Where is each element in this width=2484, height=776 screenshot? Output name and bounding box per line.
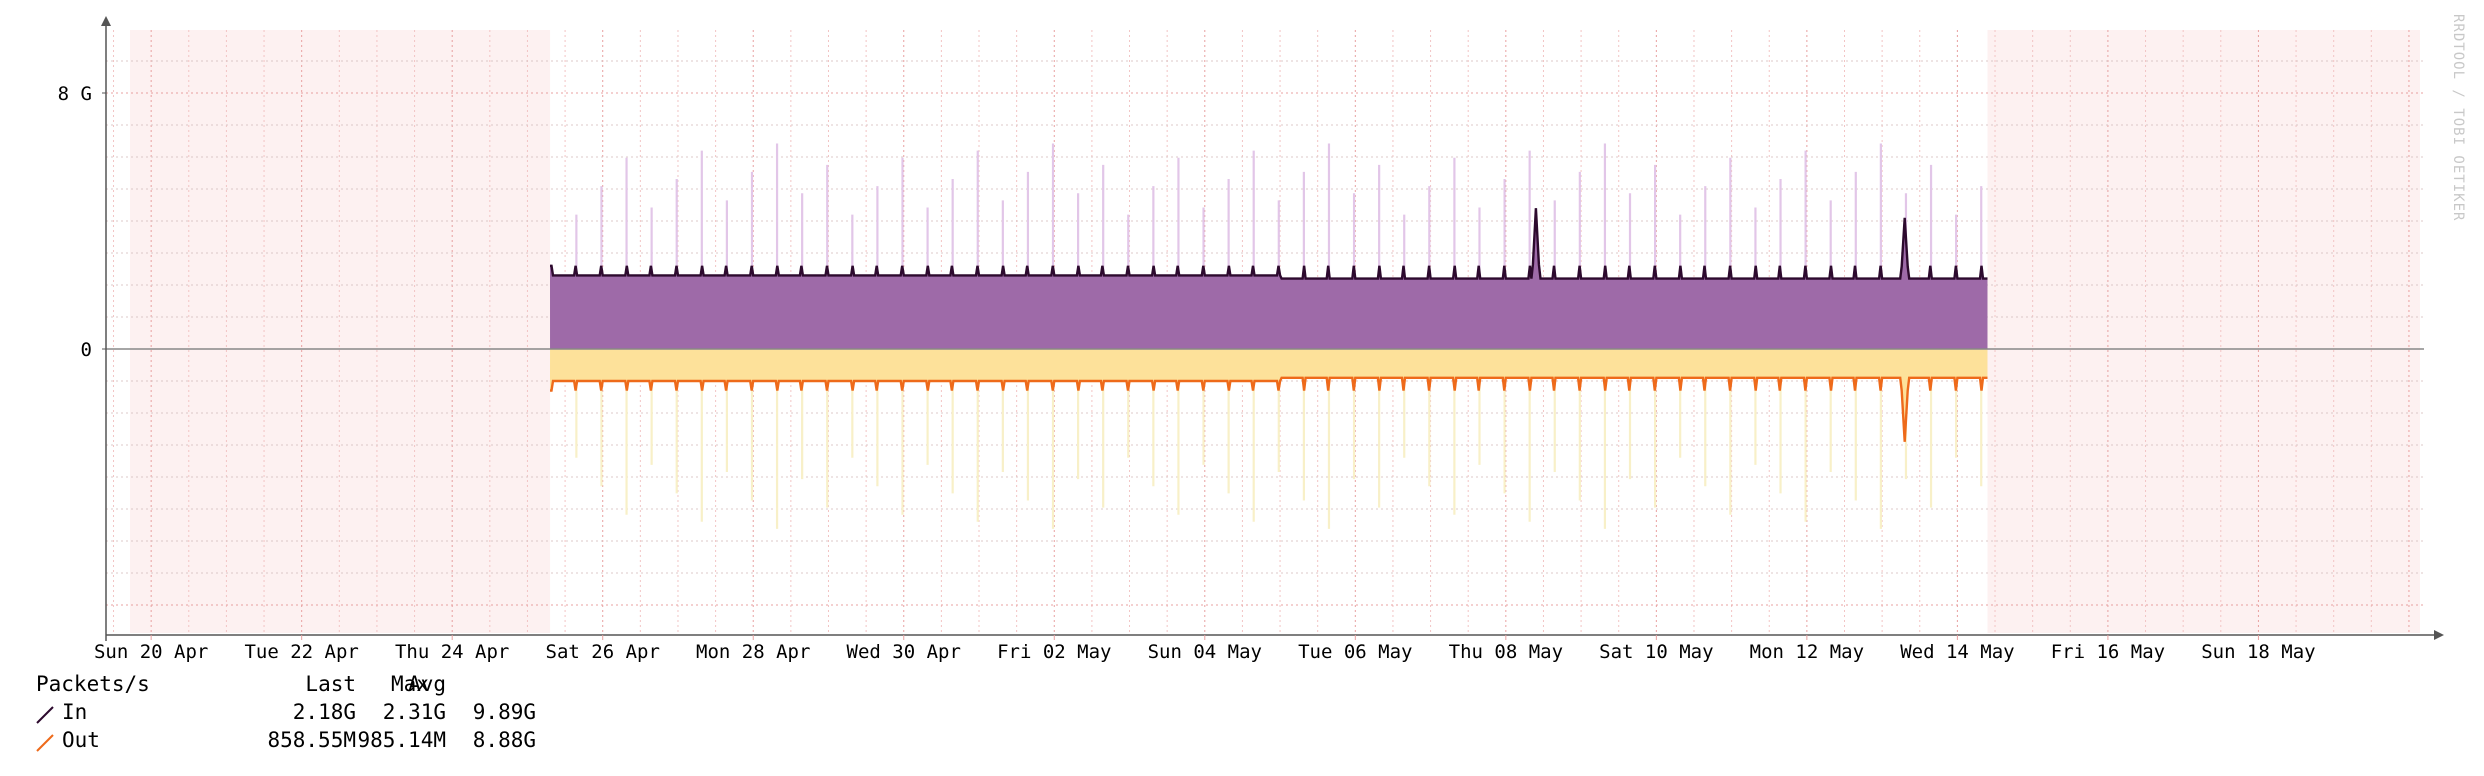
legend-row-in: In 2.18G 2.31G 9.89G <box>36 700 676 728</box>
legend-row-out: Out 858.55M 985.14M 8.88G <box>36 728 676 756</box>
area-in <box>550 208 1988 349</box>
nodata-zone-left <box>130 30 551 633</box>
line-out <box>550 376 1988 442</box>
legend-in-last: 2.18G <box>292 700 356 724</box>
series-out <box>550 349 1988 529</box>
rrdtool-watermark: RRDTOOL / TOBI OETIKER <box>2450 14 2466 222</box>
legend-out-max: 8.88G <box>472 728 536 752</box>
x-tick-label: Thu 08 May <box>1449 641 1563 663</box>
legend-header-avg: Avg <box>408 672 446 696</box>
legend-in-avg: 2.31G <box>382 700 446 724</box>
x-tick-label: Tue 06 May <box>1298 641 1412 663</box>
y-tick-label: 0 <box>81 339 92 361</box>
x-tick-label: Sun 04 May <box>1148 641 1262 663</box>
x-tick-label: Sun 20 Apr <box>94 641 208 663</box>
legend-header-max: Max <box>391 672 429 696</box>
legend-out-name: Out <box>62 728 100 752</box>
legend-out-avg: 985.14M <box>357 728 446 752</box>
grid <box>106 30 2424 635</box>
in-line-icon <box>36 706 54 724</box>
x-tick-label: Sun 18 May <box>2201 641 2315 663</box>
legend-in-name: In <box>62 700 88 724</box>
x-tick-label: Sat 10 May <box>1599 641 1713 663</box>
x-tick-label: Sat 26 Apr <box>546 641 660 663</box>
nodata-zone-right <box>1987 30 2420 633</box>
x-tick-label: Wed 30 Apr <box>847 641 961 663</box>
x-tick-label: Tue 22 Apr <box>244 641 358 663</box>
area-out <box>550 349 1988 442</box>
y-tick-label: 8 G <box>58 83 92 105</box>
legend-title: Packets/s <box>36 672 150 696</box>
series-in <box>550 143 1988 349</box>
legend-header-last: Last <box>305 672 356 696</box>
x-tick-label: Wed 14 May <box>1900 641 2014 663</box>
legend: Packets/s Last Avg Max In 2.18G 2.31G 9.… <box>36 672 676 756</box>
x-axis-arrow <box>2434 630 2444 640</box>
x-tick-label: Fri 02 May <box>997 641 1111 663</box>
legend-in-max: 9.89G <box>472 700 536 724</box>
x-tick-label: Mon 28 Apr <box>696 641 810 663</box>
line-in <box>550 208 1988 280</box>
legend-out-last: 858.55M <box>267 728 356 752</box>
x-tick-label: Fri 16 May <box>2051 641 2165 663</box>
legend-header: Packets/s Last Avg Max <box>36 672 676 700</box>
x-tick-label: Thu 24 Apr <box>395 641 509 663</box>
y-axis-arrow <box>101 16 111 26</box>
out-line-icon <box>36 734 54 752</box>
x-tick-label: Mon 12 May <box>1750 641 1864 663</box>
